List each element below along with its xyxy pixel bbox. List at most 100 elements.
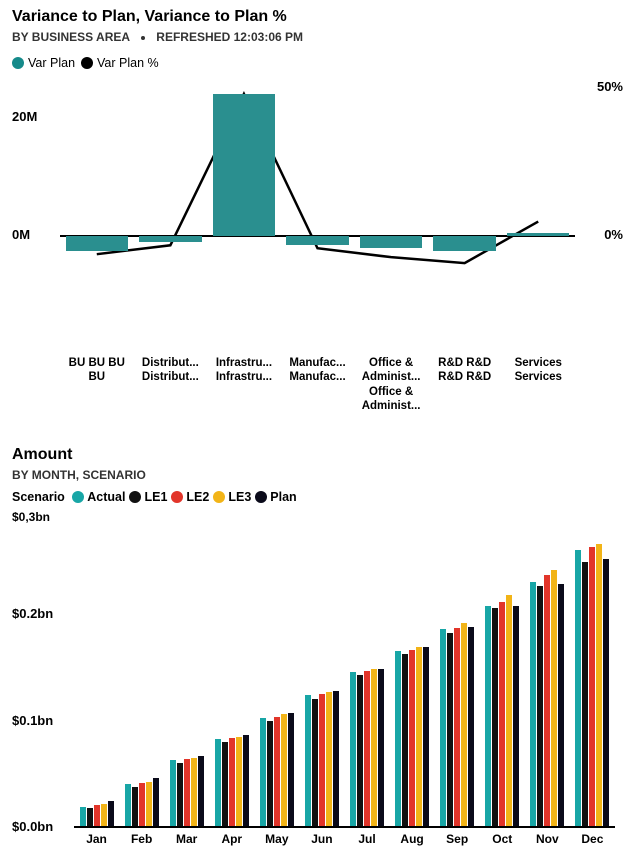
chart2-title: Amount — [12, 446, 623, 464]
legend-swatch-icon — [129, 491, 141, 503]
chart1-bars-area — [60, 82, 575, 272]
bar-group — [170, 756, 204, 826]
legend-item: LE3 — [213, 490, 251, 504]
chart1-legend: Var Plan Var Plan % — [12, 56, 623, 72]
legend-item: Var Plan — [12, 56, 75, 70]
legend-item: LE1 — [129, 490, 167, 504]
amount-bar — [260, 718, 266, 827]
amount-bar — [326, 692, 332, 826]
chart1-subtitle: BY BUSINESS AREA REFRESHED 12:03:06 PM — [12, 30, 623, 44]
amount-bar — [305, 695, 311, 826]
x-label: May — [254, 832, 299, 846]
x-label: Sep — [435, 832, 480, 846]
amount-bar — [402, 654, 408, 826]
chart2-legend: Scenario ActualLE1LE2LE3Plan — [12, 490, 623, 505]
amount-bar — [236, 737, 242, 826]
amount-bar — [274, 717, 280, 827]
amount-bar — [544, 575, 550, 826]
amount-bar — [87, 808, 93, 826]
variance-bar — [507, 233, 570, 236]
legend-item: Plan — [255, 490, 296, 504]
amount-bar — [101, 804, 107, 826]
x-label: Mar — [164, 832, 209, 846]
amount-bar — [371, 669, 377, 827]
legend-item: Var Plan % — [81, 56, 159, 70]
amount-bar — [288, 713, 294, 826]
amount-bar — [243, 735, 249, 827]
amount-bar — [364, 671, 370, 826]
amount-bar — [108, 801, 114, 827]
amount-bar — [589, 547, 595, 826]
legend-label: LE3 — [228, 490, 251, 504]
amount-bar — [530, 582, 536, 826]
amount-bar — [132, 787, 138, 826]
amount-bar — [350, 672, 356, 826]
amount-bar — [440, 629, 446, 826]
amount-bar — [537, 586, 543, 827]
legend-label: Var Plan — [28, 56, 75, 70]
amount-bar — [184, 759, 190, 826]
amount-bar — [409, 650, 415, 827]
amount-bar — [582, 562, 588, 826]
bar-group — [485, 595, 519, 826]
x-label: Nov — [525, 832, 570, 846]
x-label: Jul — [344, 832, 389, 846]
bar-group — [125, 778, 159, 826]
legend-swatch-icon — [72, 491, 84, 503]
amount-bar — [229, 738, 235, 826]
x-label: Apr — [209, 832, 254, 846]
amount-bar — [423, 647, 429, 826]
chart2-y-title: $0,3bn — [12, 510, 623, 524]
legend-label: Var Plan % — [97, 56, 159, 70]
bar-group — [395, 647, 429, 826]
legend-swatch-icon — [213, 491, 225, 503]
separator-dot-icon — [141, 36, 145, 40]
amount-bar — [198, 756, 204, 826]
amount-bar — [416, 647, 422, 826]
chart1-subtitle-left: BY BUSINESS AREA — [12, 30, 130, 44]
chart2-subtitle: BY MONTH, SCENARIO — [12, 468, 623, 482]
amount-bar — [378, 669, 384, 827]
amount-bar — [139, 783, 145, 827]
y-tick: $0.0bn — [12, 819, 68, 834]
amount-bar — [454, 628, 460, 826]
legend-swatch-icon — [12, 57, 24, 69]
legend-label: LE2 — [186, 490, 209, 504]
category-label: BU BU BU BU — [60, 356, 134, 414]
amount-bar — [267, 721, 273, 826]
amount-bar — [333, 691, 339, 826]
y-tick: $0.1bn — [12, 713, 68, 728]
bar-group — [350, 669, 384, 827]
legend-swatch-icon — [255, 491, 267, 503]
amount-bar — [94, 805, 100, 826]
bar-group — [80, 801, 114, 827]
amount-bar — [461, 623, 467, 826]
amount-bar — [319, 694, 325, 826]
x-label: Aug — [390, 832, 435, 846]
amount-bar — [125, 784, 131, 827]
amount-bar — [558, 584, 564, 827]
legend-swatch-icon — [171, 491, 183, 503]
amount-bar — [603, 559, 609, 826]
legend-prefix: Scenario — [12, 490, 68, 504]
legend-label: LE1 — [144, 490, 167, 504]
amount-bar — [513, 606, 519, 826]
variance-bar — [433, 236, 496, 251]
amount-bar — [485, 606, 491, 826]
y-left-tick: 0M — [12, 227, 52, 242]
category-label: R&D R&D R&D R&D — [428, 356, 502, 414]
category-label: Services Services — [501, 356, 575, 414]
x-label: Oct — [480, 832, 525, 846]
amount-bar — [575, 550, 581, 827]
amount-bar — [468, 627, 474, 826]
y-tick: $0.2bn — [12, 606, 68, 621]
amount-bar — [215, 739, 221, 826]
y-left-tick: 20M — [12, 109, 52, 124]
chart1-subtitle-right: REFRESHED 12:03:06 PM — [156, 30, 303, 44]
category-label: Distribut... Distribut... — [134, 356, 208, 414]
amount-bar — [177, 763, 183, 826]
amount-bar — [312, 699, 318, 827]
variance-bar — [360, 236, 423, 248]
chart1-category-labels: BU BU BU BUDistribut... Distribut...Infr… — [60, 356, 575, 414]
amount-bar — [281, 714, 287, 826]
